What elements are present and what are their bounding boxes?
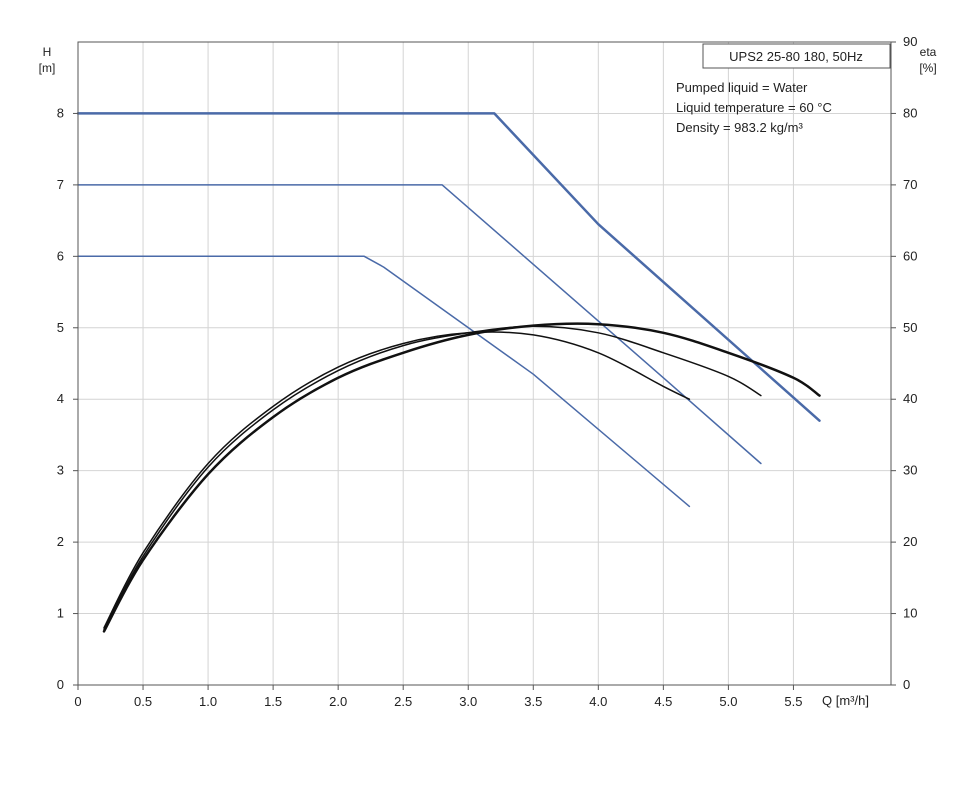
right-axis-unit: [%] (919, 61, 936, 75)
plot-frame (77, 41, 892, 686)
x-tick-label-9: 4.5 (654, 694, 672, 709)
right-tick-label-8: 80 (903, 105, 917, 120)
right-tick-label-4: 40 (903, 391, 917, 406)
x-tick-label-5: 2.5 (394, 694, 412, 709)
x-tick-label-8: 4.0 (589, 694, 607, 709)
plot-background (78, 42, 891, 685)
efficiency-curve-1 (103, 325, 762, 631)
x-axis-label: Q [m³/h] (822, 693, 869, 708)
right-tick-label-0: 0 (903, 677, 910, 692)
left-tick-label-2: 2 (57, 534, 64, 549)
x-tick-label-7: 3.5 (524, 694, 542, 709)
efficiency-curves (102, 322, 821, 633)
x-tick-label-3: 1.5 (264, 694, 282, 709)
right-axis-ticks: 0 10 20 30 40 50 60 70 80 90 (891, 34, 917, 692)
left-tick-label-5: 5 (57, 320, 64, 335)
head-curve-0 (76, 112, 821, 422)
right-tick-label-5: 50 (903, 320, 917, 335)
x-tick-label-1: 0.5 (134, 694, 152, 709)
x-tick-label-4: 2.0 (329, 694, 347, 709)
model-label-box (702, 43, 891, 69)
model-label: UPS2 25-80 180, 50Hz (729, 49, 863, 64)
x-tick-label-10: 5.0 (719, 694, 737, 709)
left-axis-ticks: 0 1 2 3 4 5 6 7 8 (57, 105, 78, 692)
head-curve-1 (77, 184, 762, 465)
left-tick-label-8: 8 (57, 105, 64, 120)
left-tick-label-3: 3 (57, 463, 64, 478)
efficiency-curve-0 (102, 322, 821, 633)
right-tick-label-6: 60 (903, 248, 917, 263)
right-tick-label-3: 30 (903, 463, 917, 478)
x-tick-label-11: 5.5 (784, 694, 802, 709)
left-axis-label: H (43, 45, 52, 59)
right-tick-label-9: 90 (903, 34, 917, 49)
right-tick-label-2: 20 (903, 534, 917, 549)
x-tick-label-6: 3.0 (459, 694, 477, 709)
x-tick-label-0: 0 (74, 694, 81, 709)
left-tick-label-4: 4 (57, 391, 64, 406)
head-curve-2 (77, 255, 691, 508)
left-tick-label-7: 7 (57, 177, 64, 192)
info-line-temperature: Liquid temperature = 60 °C (676, 100, 832, 115)
left-tick-label-6: 6 (57, 248, 64, 263)
right-axis-label: eta (920, 45, 937, 59)
left-axis-unit: [m] (39, 61, 56, 75)
left-tick-label-1: 1 (57, 606, 64, 621)
info-line-density: Density = 983.2 kg/m³ (676, 120, 803, 135)
head-curves (76, 112, 821, 508)
x-axis-ticks: 0 0.5 1.0 1.5 2.0 2.5 3.0 3.5 4.0 4.5 5.0 5.5 (74, 685, 802, 709)
x-tick-label-2: 1.0 (199, 694, 217, 709)
right-tick-label-1: 10 (903, 606, 917, 621)
efficiency-curve-2 (103, 331, 691, 629)
grid-lines (78, 41, 891, 685)
left-tick-label-0: 0 (57, 677, 64, 692)
right-tick-label-7: 70 (903, 177, 917, 192)
info-line-liquid: Pumped liquid = Water (676, 80, 808, 95)
